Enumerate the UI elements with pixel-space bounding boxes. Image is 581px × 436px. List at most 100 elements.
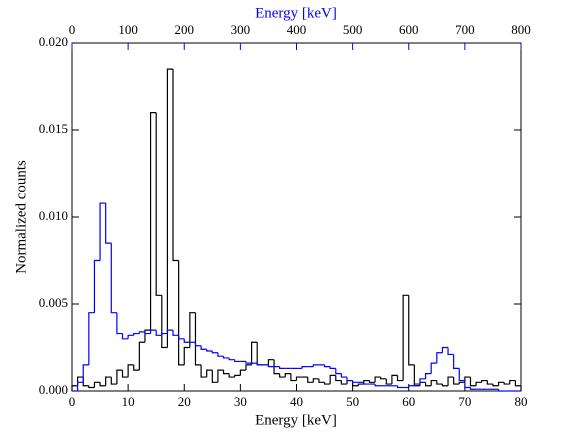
x2-axis-label: Energy [keV]	[255, 5, 337, 21]
y-axis-label: Normalized counts	[13, 160, 29, 274]
histogram-bin	[346, 377, 353, 382]
y-tick-label: 0.010	[39, 208, 68, 223]
histogram-bin	[217, 352, 224, 357]
histogram-bin	[228, 373, 235, 378]
histogram-bin	[88, 312, 95, 365]
histogram-bin	[251, 341, 258, 365]
histogram-bin	[161, 295, 168, 349]
histogram-bin	[273, 359, 280, 375]
x-tick-label: 20	[178, 394, 191, 409]
histogram-bin	[256, 342, 263, 366]
histogram-bin	[178, 335, 185, 340]
x2-tick-label: 700	[455, 22, 475, 37]
histogram-bin	[82, 377, 89, 387]
y-tick-label: 0.000	[39, 382, 68, 397]
histogram-bin	[144, 331, 151, 335]
x-tick-label: 0	[69, 394, 76, 409]
histogram-bin	[149, 112, 157, 331]
histogram-bin	[172, 69, 179, 262]
histogram-bin	[402, 294, 409, 381]
histogram-bin	[497, 381, 505, 386]
histogram-bin	[211, 350, 218, 354]
histogram-bin	[172, 330, 179, 336]
histogram-bin	[116, 312, 123, 335]
x2-tick-label: 400	[287, 22, 307, 37]
histogram-bin	[396, 375, 404, 382]
x-tick-label: 10	[122, 394, 135, 409]
histogram-bin	[352, 380, 359, 383]
histogram-bin	[290, 373, 297, 382]
histogram-bin	[295, 376, 303, 381]
histogram-bin	[307, 377, 314, 383]
histogram-bin	[335, 368, 342, 375]
histogram-bin	[234, 374, 241, 378]
histogram-bin	[116, 369, 123, 385]
histogram-bin	[436, 352, 443, 364]
histogram-bin	[458, 368, 465, 382]
histogram-bin	[430, 379, 437, 386]
histogram-bin	[149, 329, 157, 334]
histogram-bin	[189, 312, 196, 348]
histogram-bin	[464, 380, 471, 389]
histogram-bin	[318, 378, 325, 383]
histogram-bin	[503, 382, 510, 385]
histogram-bin	[155, 112, 162, 296]
histogram-bin	[436, 380, 443, 385]
histogram-bin	[497, 389, 505, 392]
histogram-bin	[323, 382, 331, 385]
histogram-bin	[453, 377, 460, 385]
histogram-bin	[267, 364, 275, 368]
histogram-bin	[396, 385, 404, 389]
histogram-bin	[335, 375, 342, 382]
x2-tick-label: 500	[343, 22, 363, 37]
x-tick-label: 50	[346, 394, 359, 409]
histogram-bin	[312, 364, 319, 367]
histogram-bin	[475, 381, 482, 386]
histogram-bin	[352, 380, 359, 387]
histogram-bin	[329, 374, 336, 385]
histogram-bin	[144, 329, 151, 343]
histogram-bin	[133, 364, 140, 371]
histogram-bin	[464, 376, 471, 383]
histogram-bin	[178, 260, 185, 366]
x-tick-label: 40	[290, 394, 303, 409]
histogram-bin	[424, 373, 432, 379]
histogram-bin	[323, 364, 331, 368]
x2-tick-label: 600	[399, 22, 419, 37]
histogram-bin	[166, 329, 174, 334]
histogram-bin	[206, 349, 213, 352]
histogram-bin	[279, 366, 286, 369]
histogram-bin	[368, 380, 376, 383]
histogram-bin	[99, 382, 106, 387]
histogram-bin	[99, 202, 106, 261]
x2-tick-label: 800	[511, 22, 531, 37]
histogram-bin	[161, 332, 168, 336]
histogram-bin	[380, 377, 387, 380]
histogram-bin	[166, 68, 174, 348]
histogram-bin	[312, 378, 319, 383]
histogram-bin	[245, 364, 252, 371]
y-tick-label: 0.005	[39, 295, 68, 310]
histogram-bin	[222, 356, 230, 359]
histogram-bin	[340, 373, 348, 378]
x2-tick-label: 100	[118, 22, 138, 37]
histogram-bin	[267, 359, 275, 365]
histogram-bin	[183, 338, 190, 343]
histogram-bin	[138, 341, 145, 371]
histogram-bin	[77, 381, 84, 391]
histogram-bin	[441, 346, 449, 353]
histogram-bin	[105, 376, 112, 386]
histogram-bin	[413, 364, 420, 387]
histogram-bin	[486, 380, 493, 385]
y-tick-label: 0.015	[39, 121, 68, 136]
histogram-bin	[481, 379, 488, 383]
histogram-bin	[88, 385, 95, 389]
histogram-bin	[93, 381, 101, 388]
x-axis-label: Energy [keV]	[255, 412, 337, 428]
histogram-bin	[239, 369, 246, 376]
histogram-bin	[138, 331, 145, 334]
histogram-bin	[492, 384, 499, 387]
x-tick-label: 30	[234, 394, 247, 409]
histogram-bin	[424, 382, 432, 387]
histogram-bin	[469, 387, 477, 390]
